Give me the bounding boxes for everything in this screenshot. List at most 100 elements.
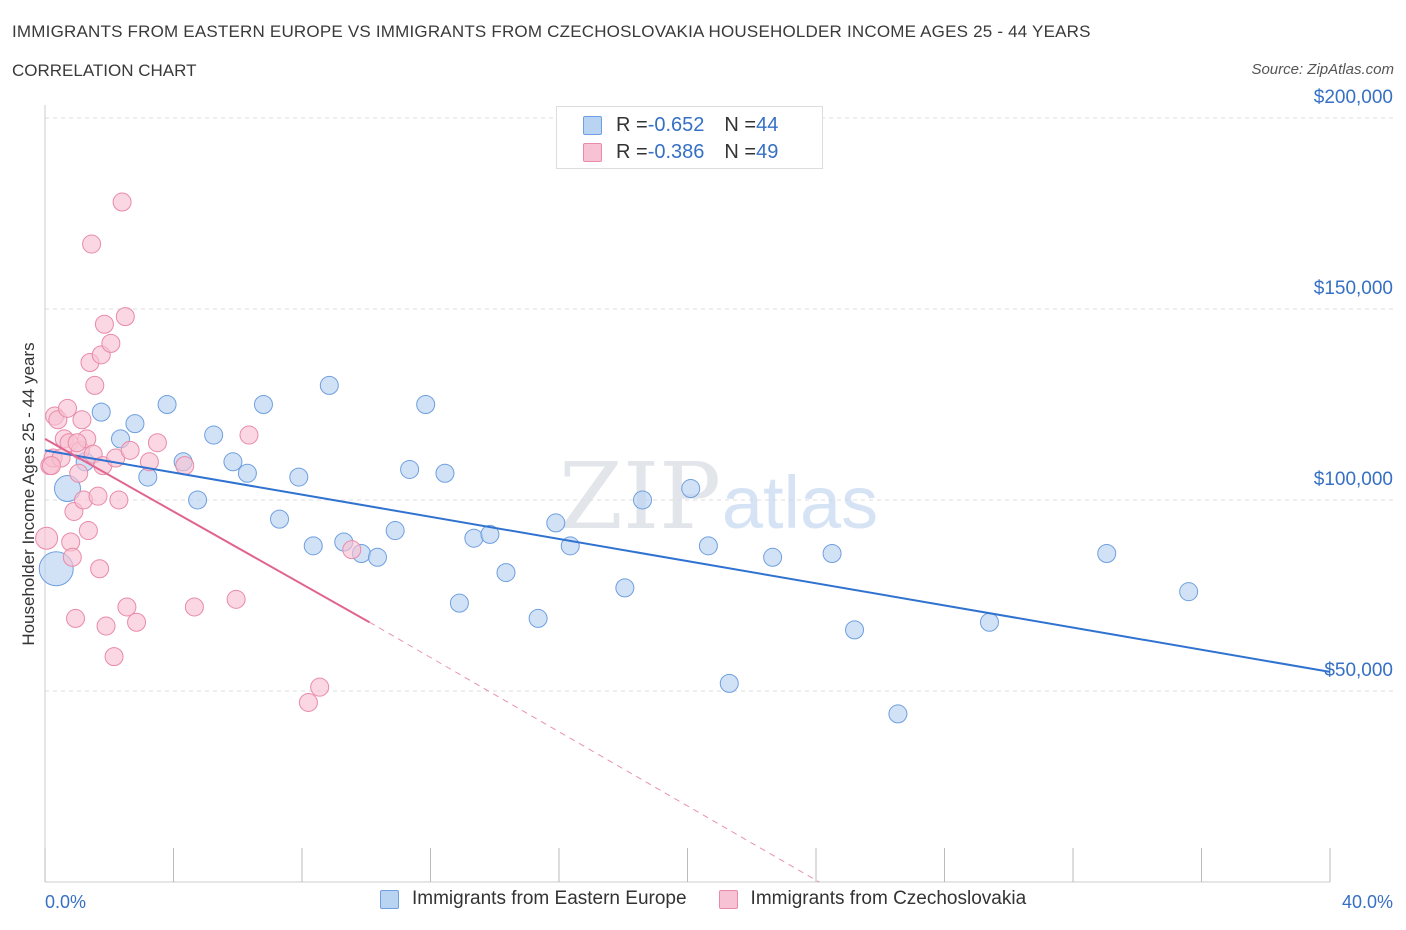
y-tick-label: $150,000 bbox=[1314, 278, 1393, 299]
point-eastern-europe bbox=[681, 479, 701, 499]
y-tick-label: $200,000 bbox=[1314, 87, 1393, 108]
y-axis-label: Householder Income Ages 25 - 44 years bbox=[19, 342, 38, 645]
point-eastern-europe bbox=[204, 425, 224, 445]
trend-line-czechoslovakia bbox=[44, 438, 370, 624]
point-czechoslovakia bbox=[127, 612, 147, 632]
point-czechoslovakia bbox=[117, 597, 137, 617]
point-eastern-europe bbox=[157, 395, 177, 414]
point-eastern-europe bbox=[1179, 582, 1199, 602]
legend-n-label: N = bbox=[724, 113, 757, 136]
point-czechoslovakia bbox=[96, 616, 116, 636]
point-czechoslovakia bbox=[72, 410, 92, 430]
point-eastern-europe bbox=[91, 402, 111, 422]
point-czechoslovakia bbox=[90, 559, 110, 579]
point-czechoslovakia bbox=[62, 547, 82, 567]
point-eastern-europe bbox=[223, 452, 243, 472]
point-eastern-europe bbox=[53, 475, 81, 503]
legend-swatch-pink bbox=[718, 889, 738, 909]
point-czechoslovakia bbox=[184, 597, 204, 617]
point-eastern-europe bbox=[270, 509, 290, 529]
legend-swatch-pink bbox=[583, 142, 602, 162]
point-czechoslovakia bbox=[85, 375, 105, 395]
point-eastern-europe bbox=[253, 395, 273, 414]
point-czechoslovakia bbox=[88, 486, 108, 506]
point-eastern-europe bbox=[367, 547, 387, 567]
point-czechoslovakia bbox=[298, 692, 318, 712]
chart-title: IMMIGRANTS FROM EASTERN EUROPE VS IMMIGR… bbox=[12, 22, 1091, 41]
point-czechoslovakia bbox=[41, 456, 61, 476]
point-eastern-europe bbox=[303, 536, 323, 556]
point-czechoslovakia bbox=[82, 234, 102, 254]
axes bbox=[44, 105, 1331, 883]
point-eastern-europe bbox=[1097, 543, 1117, 563]
point-eastern-europe bbox=[188, 490, 208, 510]
point-czechoslovakia bbox=[78, 521, 98, 541]
point-czechoslovakia bbox=[139, 452, 159, 472]
trend-extension-czechoslovakia bbox=[369, 621, 820, 883]
legend-label: Immigrants from Eastern Europe bbox=[412, 888, 687, 909]
point-czechoslovakia bbox=[57, 398, 77, 418]
legend-swatch-blue bbox=[583, 115, 602, 135]
legend-item-czechoslovakia: Immigrants from Czechoslovakia bbox=[718, 888, 1027, 910]
point-czechoslovakia bbox=[104, 647, 124, 667]
point-eastern-europe bbox=[528, 608, 548, 628]
legend-item-eastern-europe: Immigrants from Eastern Europe bbox=[380, 888, 687, 910]
point-czechoslovakia bbox=[109, 490, 129, 510]
point-eastern-europe bbox=[822, 543, 842, 563]
point-eastern-europe bbox=[763, 547, 783, 567]
point-czechoslovakia bbox=[239, 425, 259, 445]
data-points bbox=[35, 192, 1199, 724]
trend-lines bbox=[44, 438, 1331, 883]
point-czechoslovakia bbox=[115, 307, 135, 327]
legend-r-label: R = bbox=[616, 113, 648, 136]
legend-r-value: -0.386 bbox=[647, 140, 705, 163]
legend-n-label: N = bbox=[724, 140, 757, 163]
point-czechoslovakia bbox=[101, 333, 121, 353]
point-czechoslovakia bbox=[175, 456, 195, 476]
point-eastern-europe bbox=[435, 463, 455, 483]
series-legend: Immigrants from Eastern Europe Immigrant… bbox=[380, 888, 1058, 910]
point-eastern-europe bbox=[237, 463, 257, 483]
point-czechoslovakia bbox=[35, 526, 59, 550]
point-czechoslovakia bbox=[147, 433, 167, 453]
legend-label: Immigrants from Czechoslovakia bbox=[750, 888, 1027, 909]
legend-r-value: -0.652 bbox=[647, 113, 705, 136]
y-tick-label: $50,000 bbox=[1324, 660, 1393, 681]
legend-n-value: 44 bbox=[756, 113, 779, 136]
point-czechoslovakia bbox=[226, 589, 246, 609]
x-tick-label: 40.0% bbox=[1342, 892, 1393, 912]
point-czechoslovakia bbox=[342, 540, 362, 560]
point-eastern-europe bbox=[416, 395, 436, 414]
legend-row-eastern-europe: R = -0.652 N = 44 bbox=[583, 113, 778, 137]
point-czechoslovakia bbox=[69, 463, 89, 483]
point-eastern-europe bbox=[845, 620, 865, 640]
legend-n-value: 49 bbox=[756, 140, 779, 163]
x-tick-label: 0.0% bbox=[45, 892, 86, 912]
legend-row-czechoslovakia: R = -0.386 N = 49 bbox=[583, 140, 778, 164]
point-eastern-europe bbox=[979, 612, 999, 632]
point-czechoslovakia bbox=[310, 677, 330, 697]
point-eastern-europe bbox=[633, 490, 653, 510]
point-czechoslovakia bbox=[94, 314, 114, 334]
point-eastern-europe bbox=[546, 513, 566, 533]
point-eastern-europe bbox=[289, 467, 309, 487]
legend-r-label: R = bbox=[616, 140, 648, 163]
point-eastern-europe bbox=[385, 521, 405, 541]
y-tick-label: $100,000 bbox=[1314, 469, 1393, 490]
legend-swatch-blue bbox=[380, 889, 399, 909]
point-eastern-europe bbox=[125, 414, 145, 434]
source-label: Source: ZipAtlas.com bbox=[1251, 61, 1394, 78]
trend-line-eastern-europe bbox=[44, 449, 1331, 673]
point-eastern-europe bbox=[615, 578, 635, 598]
point-czechoslovakia bbox=[120, 440, 140, 460]
grid-lines bbox=[45, 117, 1395, 692]
point-eastern-europe bbox=[496, 563, 516, 583]
point-czechoslovakia bbox=[112, 192, 132, 212]
point-eastern-europe bbox=[698, 536, 718, 556]
correlation-legend: R = -0.652 N = 44 R = -0.386 N = 49 bbox=[556, 106, 823, 169]
point-eastern-europe bbox=[400, 459, 420, 479]
point-czechoslovakia bbox=[66, 608, 86, 628]
point-eastern-europe bbox=[888, 704, 908, 724]
point-eastern-europe bbox=[719, 673, 739, 693]
